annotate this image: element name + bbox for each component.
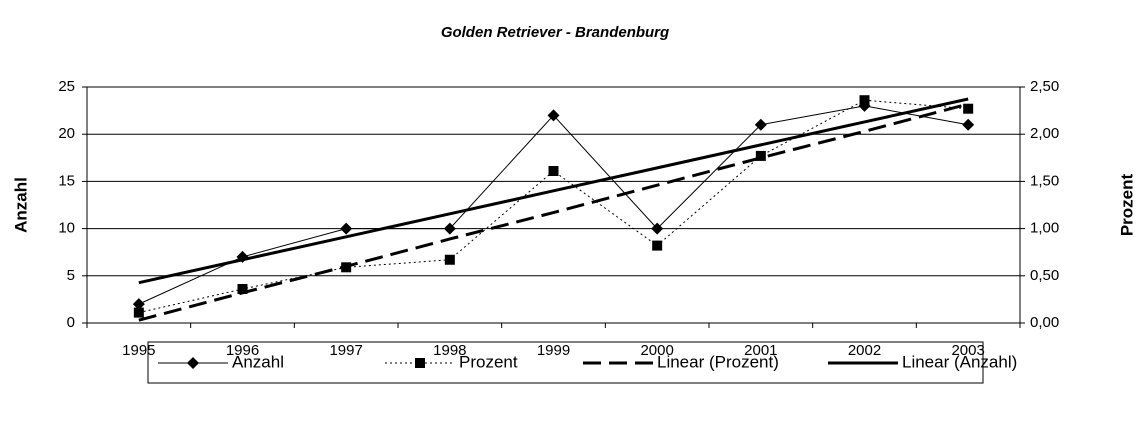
series-line [138,97,969,285]
y-axis-label: Anzahl [11,177,30,233]
chart-title: Golden Retriever - Brandenburg [441,24,669,41]
point [443,222,456,235]
legend-label: Linear (Anzahl) [902,352,1017,371]
point [963,103,974,114]
point [754,118,767,131]
y-tick-label: 25 [58,78,75,95]
legend-marker [187,357,199,369]
y-tick-label: 0 [67,314,75,331]
legend-marker [415,358,425,368]
y2-tick-label: 1,50 [1030,172,1059,189]
point [548,166,559,177]
point [962,118,975,131]
x-tick-label: 1996 [226,342,259,359]
x-tick-label: 1995 [122,342,155,359]
x-tick-label: 1997 [329,342,362,359]
x-tick-label: 2002 [848,342,881,359]
y2-tick-label: 2,00 [1030,125,1059,142]
point [340,222,353,235]
y-tick-label: 5 [67,267,75,284]
y2-axis-label: Prozent [1117,173,1136,236]
legend-label: Linear (Prozent) [657,352,779,371]
y2-tick-label: 2,50 [1030,78,1059,95]
y-tick-label: 15 [58,172,75,189]
x-tick-label: 2000 [640,342,673,359]
x-tick-label: 2001 [744,342,777,359]
point [755,150,766,161]
point [547,109,560,122]
x-tick-label: 1999 [537,342,570,359]
point [859,95,870,106]
point [133,307,144,318]
y-tick-label: 10 [58,220,75,237]
y2-tick-label: 0,50 [1030,267,1059,284]
point [651,222,664,235]
x-tick-label: 2003 [951,342,984,359]
series-line [138,99,969,314]
legend-label: Prozent [459,352,518,371]
x-tick-label: 1998 [433,342,466,359]
legend-box [147,341,984,384]
series-line [138,102,969,322]
y2-tick-label: 0,00 [1030,314,1059,331]
point [652,240,663,251]
point [132,298,145,311]
point [237,284,248,295]
legend-label: Anzahl [232,352,284,371]
point [444,254,455,265]
y-tick-label: 20 [58,125,75,142]
y2-tick-label: 1,00 [1030,220,1059,237]
